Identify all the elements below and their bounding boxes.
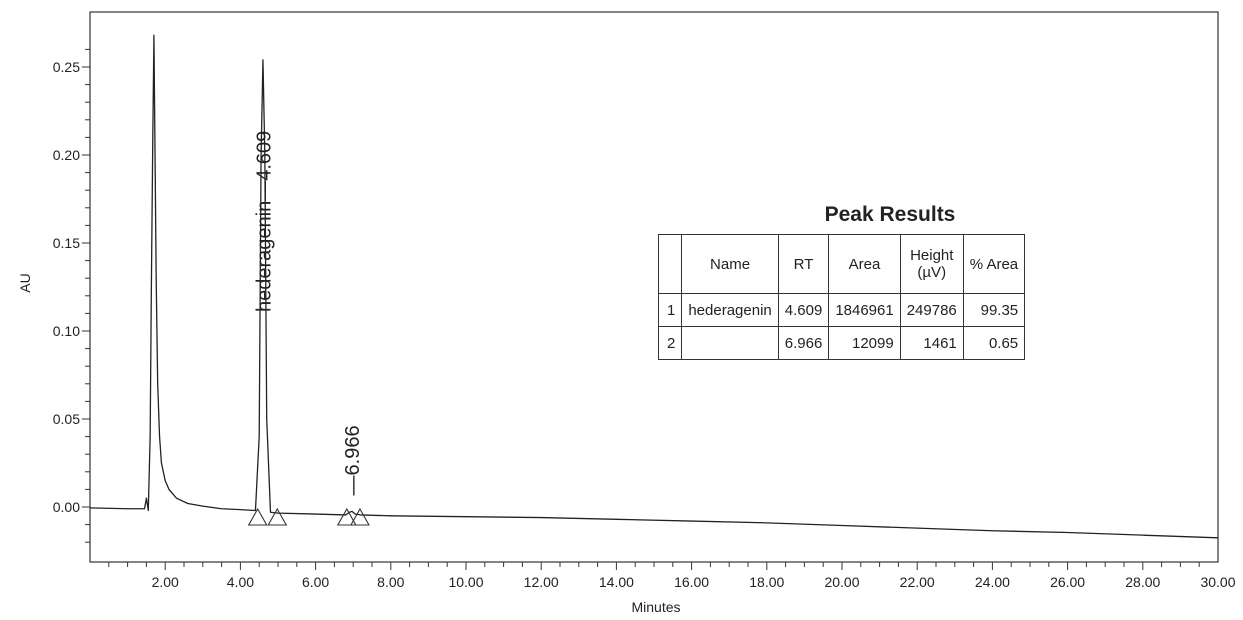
peak-labels: hederagenin—4.609—6.966 (253, 131, 364, 496)
baseline-markers (247, 507, 370, 526)
baseline-marker (350, 507, 370, 526)
table-cell: 99.35 (962, 293, 1026, 327)
table-header-cell: % Area (962, 234, 1026, 294)
table-cell: hederagenin (681, 293, 779, 327)
peak-label: hederagenin—4.609 (253, 131, 275, 312)
x-tick-label: 10.00 (448, 574, 483, 590)
x-tick-label: 14.00 (599, 574, 634, 590)
table-row: 2 6.966 12099 1461 0.65 (657, 326, 1026, 360)
peak-results-table: Name RT Area Height (µV)% Area 1 hederagenin 4… (657, 234, 1026, 360)
table-cell: 1 (657, 293, 683, 327)
x-tick-label: 12.00 (524, 574, 559, 590)
table-cell: 2 (657, 326, 683, 360)
table-header-row: Name RT Area Height (µV)% Area (657, 234, 1026, 294)
x-tick-label: 30.00 (1200, 574, 1235, 590)
table-cell: 12099 (828, 326, 901, 360)
x-tick-label: 24.00 (975, 574, 1010, 590)
axis-ticks: 2.00 4.00 6.00 8.00 10.00 12.00 14.00 16.00 18.0… (53, 48, 1236, 590)
y-tick-label: 0.25 (53, 59, 80, 75)
table-title: Peak Results (824, 203, 956, 226)
y-tick-label: 0.15 (53, 235, 80, 251)
y-tick-label: 0.10 (53, 323, 80, 339)
peak-name: hederagenin (253, 201, 275, 312)
x-tick-label: 28.00 (1125, 574, 1160, 590)
y-axis-label: AU (17, 273, 33, 292)
plot-area (89, 34, 1219, 539)
x-tick-label: 8.00 (377, 574, 404, 590)
y-tick-label: 0.20 (53, 147, 80, 163)
x-tick-label: 20.00 (824, 574, 859, 590)
table-cell (681, 326, 779, 360)
peak-label: —6.966 (342, 425, 364, 495)
baseline-marker (267, 507, 288, 526)
table-cell: 1846961 (828, 293, 901, 327)
peak-rt: 6.966 (342, 425, 364, 475)
x-tick-label: 2.00 (152, 574, 179, 590)
peak-separator: — (253, 181, 275, 201)
table-header-cell: Area (828, 234, 901, 294)
x-tick-label: 16.00 (674, 574, 709, 590)
table-cell: 6.966 (777, 326, 830, 360)
y-tick-label: 0.00 (53, 499, 80, 515)
chromatogram-trace (89, 34, 1219, 539)
baseline-marker (247, 507, 268, 526)
table-header-cell: Name (681, 234, 779, 294)
table-header-cell (657, 234, 683, 294)
y-tick-label: 0.05 (53, 411, 80, 427)
table-cell: 1461 (899, 326, 964, 360)
x-tick-label: 22.00 (900, 574, 935, 590)
table-cell: 0.65 (962, 326, 1026, 360)
table-body: 1 hederagenin 4.609 1846961 249786 99.35 2 6.96… (657, 293, 1026, 360)
peak-separator: — (342, 475, 364, 495)
peak-rt: 4.609 (253, 131, 275, 181)
baseline-marker (336, 507, 357, 526)
x-axis-label: Minutes (631, 599, 680, 615)
table-cell: 249786 (899, 293, 964, 327)
table-row: 1 hederagenin 4.609 1846961 249786 99.35 (657, 293, 1026, 327)
table-header-cell: Height (µV) (899, 234, 964, 294)
x-tick-label: 6.00 (302, 574, 329, 590)
table-header-cell: RT (777, 234, 830, 294)
x-tick-label: 26.00 (1050, 574, 1085, 590)
x-tick-label: 4.00 (227, 574, 254, 590)
table-cell: 4.609 (777, 293, 830, 327)
x-tick-label: 18.00 (749, 574, 784, 590)
